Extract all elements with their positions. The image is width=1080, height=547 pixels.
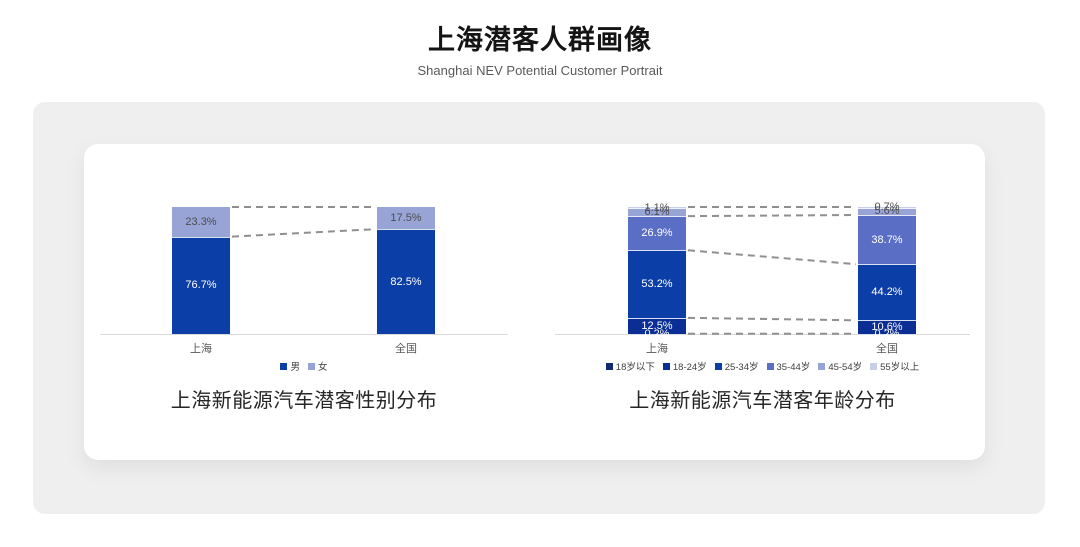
segment-value-label: 26.9% — [641, 227, 673, 240]
legend-swatch — [818, 362, 826, 370]
bar-segment-25-34岁 — [858, 264, 916, 321]
chart-card: 男女 上海新能源汽车潜客性别分布 76.7% 23.3% 上海 82.5% 17.5% 全… — [84, 144, 985, 460]
legend-item: 女 — [308, 359, 328, 373]
bar-segment-35-44岁 — [858, 215, 916, 265]
legend-label: 55岁以上 — [880, 362, 920, 373]
bar-segment-18-24岁 — [858, 320, 916, 334]
age-legend: 18岁以下 18-24岁 25-34岁 35-44岁 45-54岁 55岁以上 — [555, 359, 970, 373]
legend-label: 25-34岁 — [724, 362, 759, 373]
segment-value-label: 53.2% — [641, 278, 673, 291]
bar-segment-55岁以上 — [858, 207, 916, 208]
connector-lines — [231, 206, 376, 238]
legend-item: 35-44岁 — [766, 359, 811, 373]
segment-value-label: 1.1% — [644, 201, 670, 214]
age-distribution-chart: 18岁以下 18-24岁 25-34岁 35-44岁 45-54岁 55岁以上 上海新能源… — [555, 144, 970, 461]
legend-label: 男 — [290, 362, 300, 373]
segment-value-label: 10.6% — [871, 321, 903, 333]
legend-label: 18-24岁 — [672, 362, 707, 373]
segment-value-label: 12.5% — [641, 319, 673, 332]
gender-legend: 男女 — [100, 359, 508, 373]
page-title: 上海潜客人群画像 — [428, 25, 652, 55]
legend-swatch — [870, 362, 878, 370]
bar-segment-女 — [172, 207, 230, 237]
gender-chart-caption: 上海新能源汽车潜客性别分布 — [170, 390, 438, 412]
legend-item: 55岁以上 — [870, 359, 919, 373]
x-axis — [100, 334, 508, 335]
segment-value-label: 76.7% — [185, 279, 217, 292]
segment-value-label: 17.5% — [390, 212, 422, 225]
segment-value-label: 38.7% — [871, 233, 903, 246]
legend-swatch — [662, 362, 670, 370]
category-label: 全国 — [395, 343, 417, 355]
gender-distribution-chart: 男女 上海新能源汽车潜客性别分布 76.7% 23.3% 上海 82.5% 17.5% 全… — [100, 144, 508, 461]
bar-segment-55岁以上 — [628, 207, 686, 209]
legend-item: 25-34岁 — [714, 359, 759, 373]
bar-segment-男 — [172, 236, 230, 334]
segment-value-label: 5.6% — [874, 205, 900, 218]
legend-label: 女 — [318, 362, 328, 373]
age-chart-caption: 上海新能源汽车潜客年龄分布 — [629, 390, 896, 412]
bar-segment-女 — [377, 207, 435, 230]
page-header: 上海潜客人群画像 Shanghai NEV Potential Customer… — [0, 25, 1080, 78]
legend-swatch — [766, 362, 774, 370]
segment-value-label: 44.2% — [871, 286, 903, 299]
bar-segment-18-24岁 — [628, 317, 686, 334]
segment-value-label: 6.1% — [644, 206, 670, 219]
bar-segment-18岁以下 — [628, 333, 686, 335]
legend-swatch — [308, 362, 315, 370]
bar-segment-18岁以下 — [858, 333, 916, 335]
legend-label: 18岁以下 — [615, 362, 655, 373]
category-label: 上海 — [190, 343, 212, 355]
legend-item: 男 — [280, 359, 300, 373]
page-subtitle: Shanghai NEV Potential Customer Portrait — [417, 62, 663, 78]
bar-segment-45-54岁 — [628, 208, 686, 217]
category-label: 全国 — [876, 343, 898, 355]
legend-swatch — [280, 362, 288, 370]
segment-value-label: 0.7% — [874, 201, 900, 214]
legend-item: 18岁以下 — [605, 359, 655, 373]
category-label: 上海 — [646, 343, 668, 355]
legend-label: 35-44岁 — [776, 362, 811, 373]
bar-segment-45-54岁 — [858, 207, 916, 215]
segment-value-label: 23.3% — [185, 215, 217, 228]
legend-label: 45-54岁 — [828, 362, 863, 373]
legend-swatch — [714, 362, 722, 370]
segment-value-label: 82.5% — [390, 275, 422, 288]
legend-item: 18-24岁 — [662, 359, 707, 373]
bar-segment-男 — [377, 229, 435, 334]
legend-swatch — [605, 362, 613, 370]
bar-segment-35-44岁 — [628, 216, 686, 251]
segment-value-label: 0.2% — [874, 327, 900, 340]
legend-item: 45-54岁 — [818, 359, 862, 373]
bar-segment-25-34岁 — [628, 250, 686, 318]
segment-value-label: 0.2% — [644, 327, 670, 340]
